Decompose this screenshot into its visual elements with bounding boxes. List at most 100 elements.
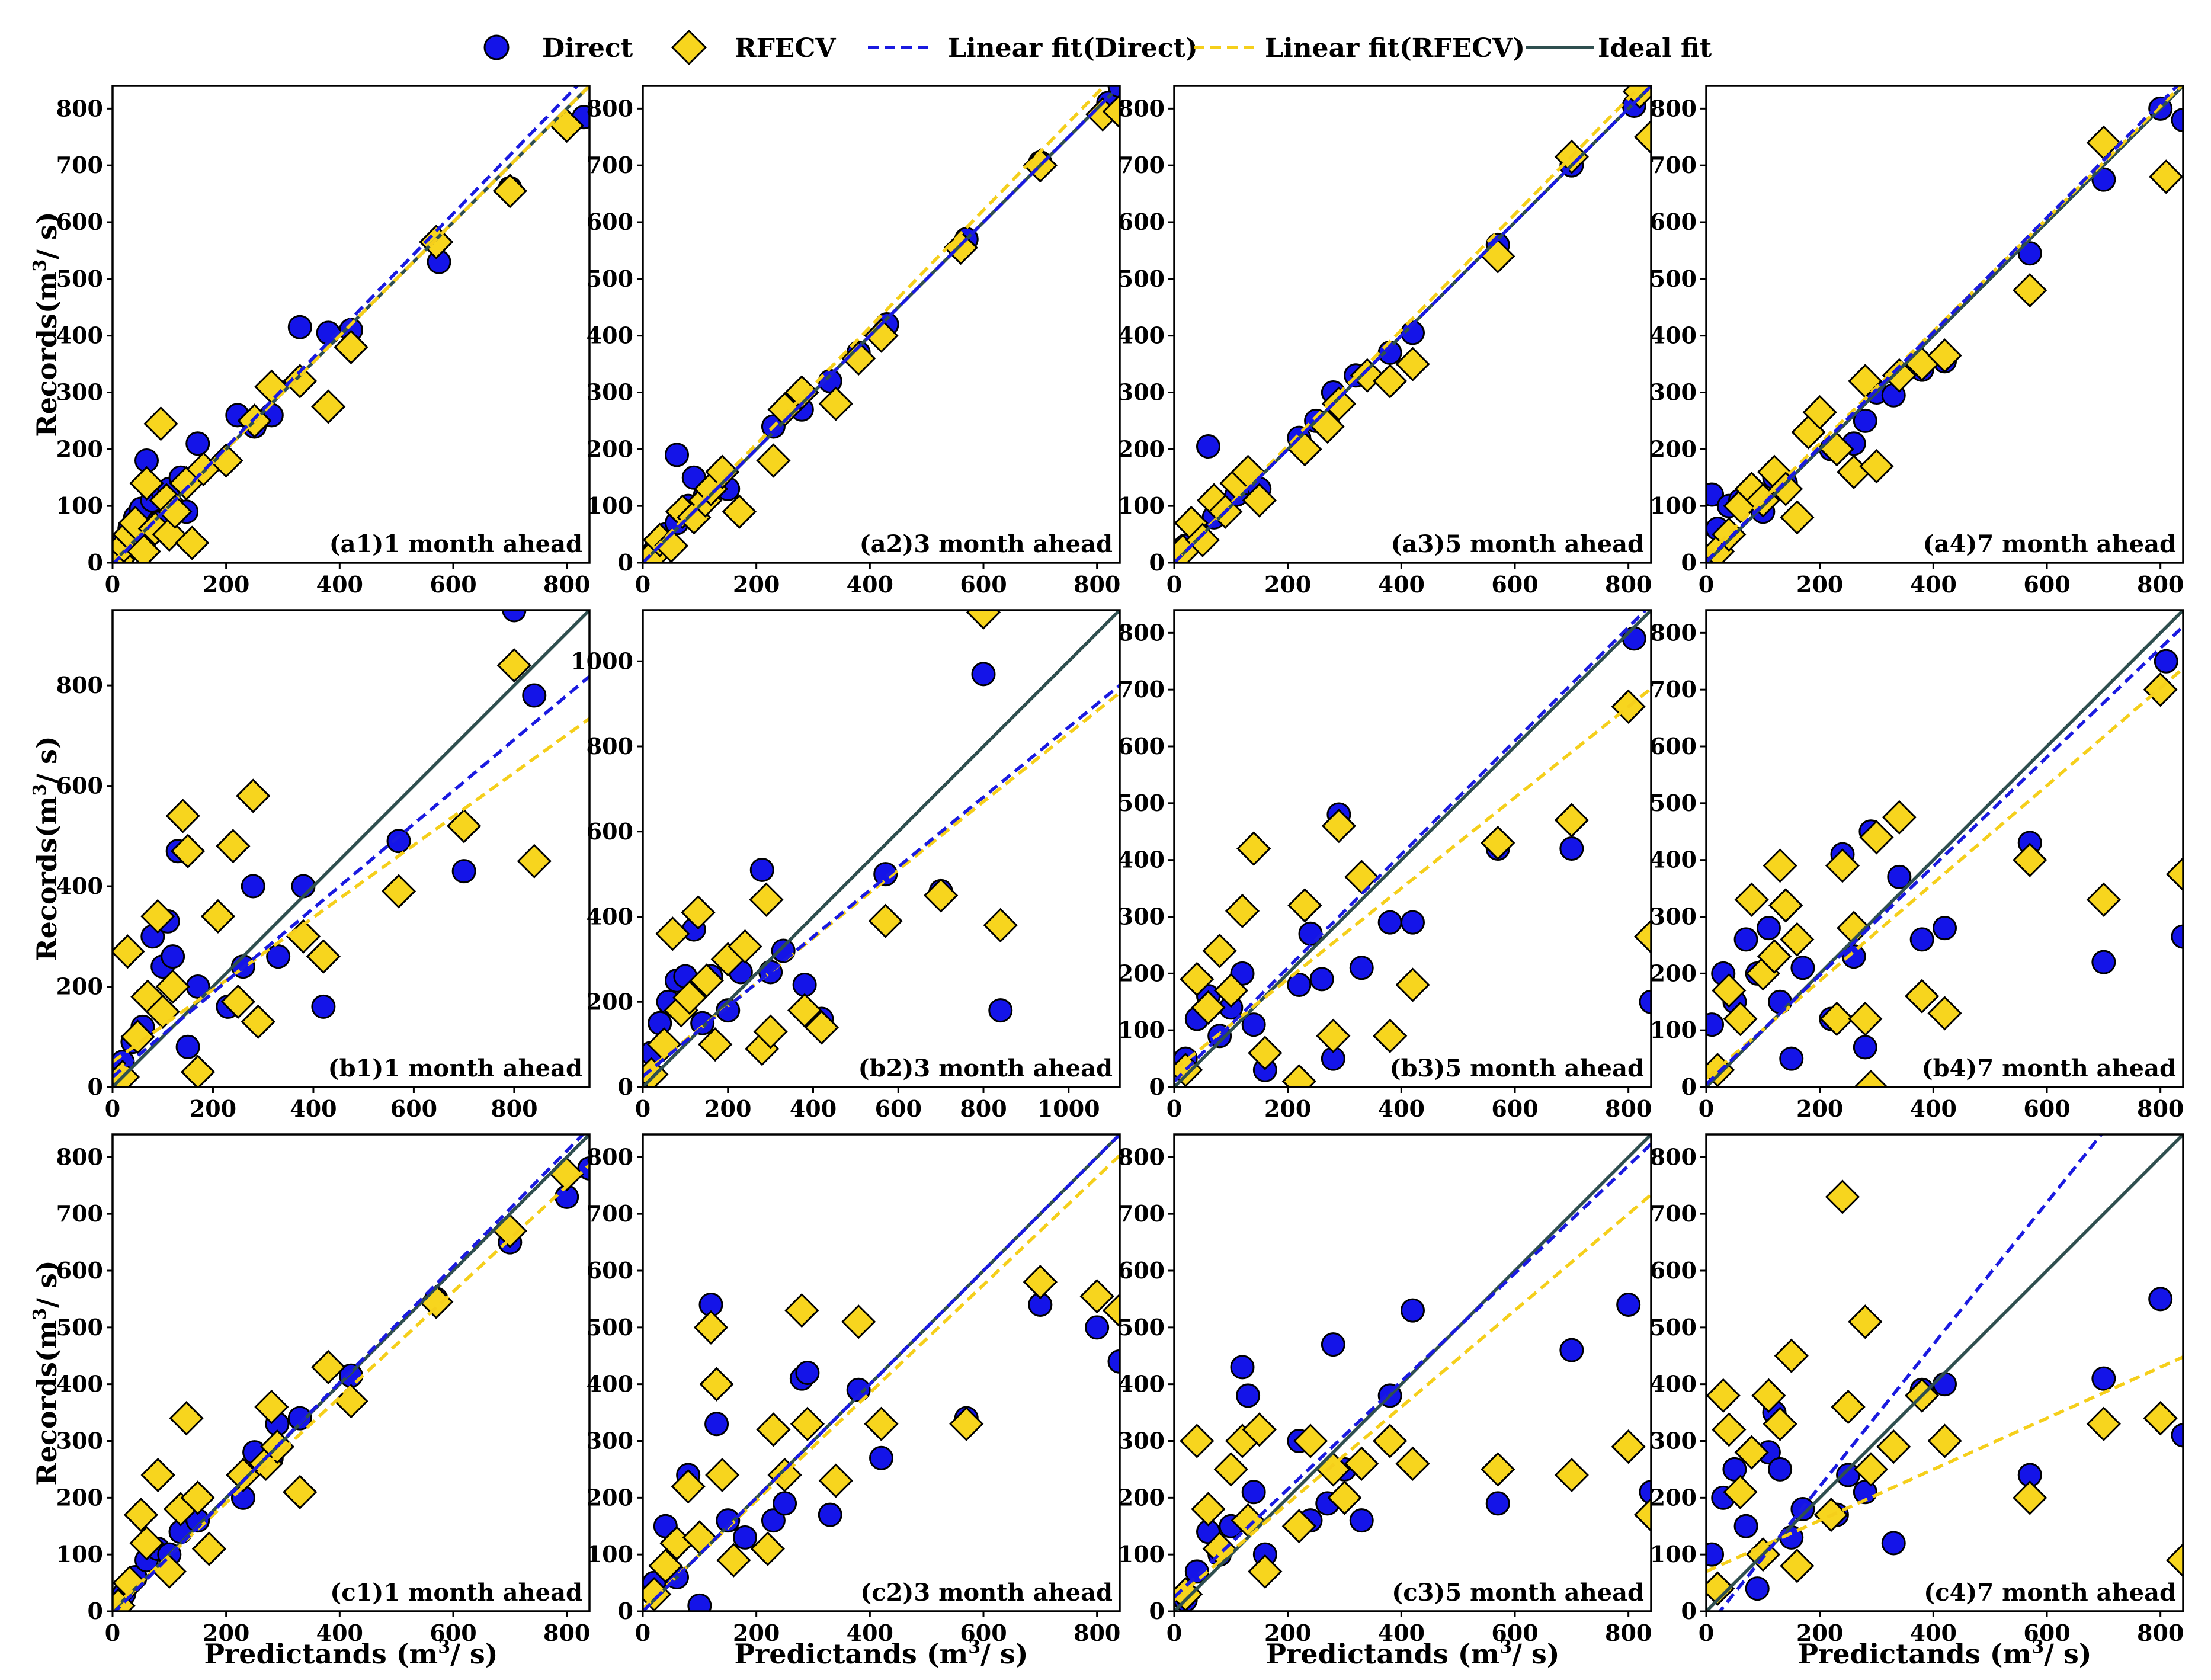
- rfecv-point: [2143, 1401, 2178, 1436]
- y-tick-label: 0: [1681, 1598, 1697, 1624]
- direct-point: [266, 944, 291, 969]
- rfecv-point: [1191, 1492, 1226, 1527]
- axes-frame: [1705, 1133, 2184, 1612]
- x-tick-label: 200: [1796, 1620, 1843, 1646]
- rfecv-point: [283, 364, 318, 399]
- plot-area: [1706, 610, 2183, 1087]
- y-tick-label: 700: [56, 152, 103, 178]
- rfecv-point: [966, 610, 1001, 630]
- direct-point: [1287, 973, 1312, 997]
- direct-point: [311, 994, 336, 1019]
- x-tick-label: 0: [105, 571, 120, 598]
- y-tick-label: 300: [587, 1428, 633, 1454]
- plot-area: [1174, 86, 1651, 563]
- y-tick-label: 400: [56, 1371, 103, 1397]
- rfecv-point: [209, 443, 243, 478]
- x-tick-label: 800: [960, 1095, 1007, 1122]
- plot-area: [1174, 1134, 1651, 1611]
- rfecv-point: [1882, 800, 1917, 835]
- x-tick-label: 0: [1699, 571, 1714, 598]
- panel-label: (a2)3 month ahead: [860, 530, 1113, 558]
- rfecv-point: [1905, 979, 1940, 1014]
- rfecv-point: [1876, 1429, 1911, 1464]
- x-tick-label: 200: [733, 1620, 780, 1646]
- legend-ideal-label: Ideal fit: [1598, 33, 1712, 63]
- direct-point: [971, 662, 996, 687]
- x-tick-label: 1000: [1037, 1095, 1100, 1122]
- y-axis-label: Records(m3/ s): [30, 211, 63, 437]
- direct-point: [1733, 927, 1758, 952]
- rfecv-point: [381, 874, 416, 909]
- rfecv-point: [1848, 1001, 1883, 1037]
- rfecv-point: [1202, 933, 1237, 969]
- rfecv-point: [1242, 1412, 1277, 1447]
- direct-point: [733, 1525, 757, 1550]
- x-label-sup: 3: [968, 1637, 980, 1657]
- panel-12: 0 200 400 600 800 0 100 200 300 400 500 600 700 800 (c…: [1650, 1133, 2184, 1646]
- x-tick-label: 0: [1699, 1620, 1714, 1646]
- x-tick-label: 800: [2137, 571, 2184, 598]
- panel-label: (b4)7 month ahead: [1922, 1054, 2176, 1082]
- axes-frame: [111, 1133, 591, 1612]
- y-tick-label: 600: [587, 1257, 633, 1284]
- panels: 0 200 400 600 8000100200300400500600700800(a…: [56, 85, 2184, 1646]
- y-tick-label: 0: [618, 549, 633, 576]
- x-tick-label: 400: [1910, 571, 1957, 598]
- rfecv-point: [1321, 809, 1357, 844]
- linear-fit-direct-line: [1706, 625, 2183, 1086]
- panel-label: (b2)3 month ahead: [858, 1054, 1113, 1082]
- y-label-prefix: Records(m: [31, 796, 63, 961]
- y-tick-label: 400: [1650, 847, 1697, 873]
- y-tick-label: 300: [1118, 903, 1165, 930]
- y-tick-label: 0: [1681, 549, 1697, 576]
- rfecv-point: [1853, 1069, 1889, 1087]
- rfecv-point: [1723, 1474, 1758, 1509]
- rfecv-point: [1102, 1293, 1120, 1328]
- y-tick-label: 700: [587, 152, 633, 178]
- y-tick-label: 300: [1650, 379, 1697, 406]
- rfecv-point: [1802, 395, 1837, 430]
- y-tick-label: 300: [587, 379, 633, 406]
- direct-point: [287, 1406, 312, 1431]
- y-tick-label: 800: [56, 95, 103, 121]
- direct-point: [1401, 320, 1425, 345]
- rfecv-point: [1316, 1018, 1351, 1053]
- panel-label: (b1)1 month ahead: [328, 1054, 582, 1082]
- direct-point: [665, 443, 689, 467]
- direct-point: [846, 1377, 871, 1402]
- x-tick-label: 800: [1074, 1620, 1120, 1646]
- rfecv-point: [1757, 939, 1792, 974]
- rfecv-point: [1481, 1452, 1515, 1487]
- rfecv-point: [671, 1469, 706, 1504]
- rfecv-point: [517, 844, 552, 879]
- x-tick-label: 200: [1796, 1095, 1843, 1122]
- y-tick-label: 200: [1118, 1484, 1165, 1511]
- rfecv-point: [1927, 996, 1962, 1031]
- rfecv-point: [1481, 825, 1515, 861]
- direct-point: [386, 829, 411, 854]
- panel-label: (a4)7 month ahead: [1923, 530, 2176, 558]
- rfecv-point: [1882, 358, 1917, 393]
- rfecv-point: [311, 1349, 346, 1385]
- x-tick-label: 600: [2023, 571, 2070, 598]
- rfecv-point: [496, 648, 532, 683]
- rfecv-point: [306, 939, 341, 974]
- x-tick-label: 400: [1910, 1620, 1957, 1646]
- y-tick-label: 0: [618, 1073, 633, 1100]
- linear-fit-direct-line: [643, 86, 1120, 563]
- y-tick-label: 600: [1650, 1257, 1697, 1284]
- rfecv-point: [1763, 1406, 1797, 1441]
- y-tick-label: 500: [1118, 790, 1165, 816]
- direct-point: [287, 315, 312, 339]
- rfecv-point: [2013, 842, 2047, 877]
- direct-point: [716, 1508, 741, 1533]
- rfecv-point: [1712, 1412, 1747, 1447]
- direct-point: [185, 431, 210, 456]
- y-tick-label: 0: [88, 1598, 103, 1624]
- y-tick-label: 200: [56, 435, 103, 462]
- linear-fit-direct-line: [113, 86, 580, 563]
- panel-label: (c1)1 month ahead: [330, 1579, 582, 1607]
- y-label-sup: 3: [30, 784, 50, 796]
- y-tick-label: 600: [1118, 209, 1165, 235]
- x-label-suffix: / s): [1512, 1638, 1559, 1670]
